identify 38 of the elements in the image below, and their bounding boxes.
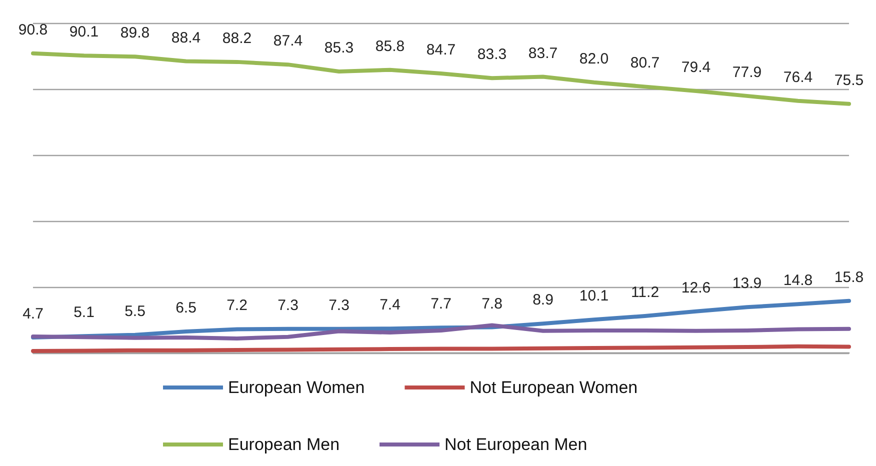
data-label: 89.8	[120, 24, 150, 42]
data-label: 7.7	[430, 296, 452, 313]
data-label: 87.4	[273, 32, 303, 50]
legend-label: Not European Men	[444, 435, 588, 454]
data-label: 85.8	[375, 38, 405, 55]
data-label: 10.1	[579, 288, 609, 305]
data-label: 12.6	[681, 279, 711, 296]
data-label: 76.4	[783, 68, 813, 86]
legend-label: Not European Women	[470, 378, 638, 397]
data-label: 90.1	[69, 24, 99, 41]
data-label: 7.8	[482, 295, 502, 312]
data-label: 13.9	[732, 275, 762, 292]
data-label: 84.7	[426, 41, 456, 58]
data-label: 7.3	[278, 296, 298, 314]
data-label: 75.5	[834, 72, 864, 89]
data-label: 85.3	[324, 40, 354, 57]
data-label: 88.4	[171, 29, 201, 46]
data-label: 82.0	[579, 50, 609, 68]
legend-label: European Men	[228, 435, 340, 454]
data-label: 90.8	[18, 21, 48, 38]
data-label: 79.4	[681, 58, 711, 76]
data-label: 77.9	[732, 64, 762, 81]
data-label: 4.7	[22, 305, 44, 322]
data-label: 11.2	[630, 284, 660, 302]
data-label: 7.3	[328, 296, 350, 314]
data-label: 83.3	[477, 46, 507, 64]
data-label: 5.1	[74, 304, 94, 322]
data-label: 14.8	[783, 272, 813, 290]
data-label: 83.7	[528, 44, 558, 62]
data-label: 15.8	[834, 268, 864, 286]
data-label: 88.2	[222, 30, 252, 47]
data-label: 5.5	[124, 302, 146, 320]
data-label: 80.7	[630, 54, 660, 72]
data-label: 7.2	[226, 297, 248, 314]
data-label: 8.9	[532, 292, 554, 309]
data-label: 6.5	[176, 300, 196, 317]
data-label: 7.4	[380, 296, 400, 314]
legend-label: European Women	[228, 378, 365, 397]
